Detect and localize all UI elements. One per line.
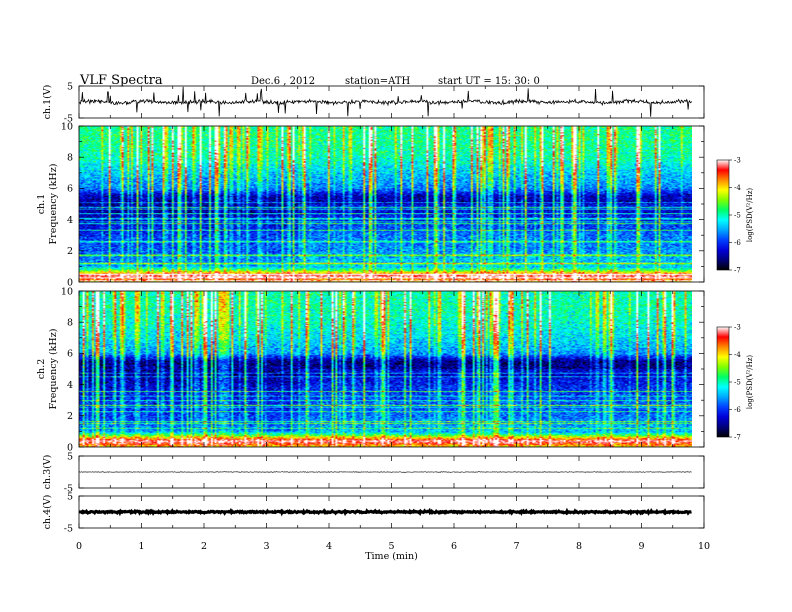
colorbar-2 — [716, 326, 730, 438]
ch3-waveform-trace — [78, 471, 692, 473]
panel-1-ylabel: ch.1(V) — [42, 85, 53, 120]
colorbar-2-tick-label: -5 — [734, 379, 741, 387]
panel-2-ytick-label: 10 — [61, 121, 73, 132]
panel-2-ytick-label: 6 — [67, 184, 73, 195]
panel-3-ytick-label: 8 — [67, 318, 73, 329]
start-ut-label: start UT = 15: 30: 0 — [438, 76, 540, 87]
ch1-waveform-trace — [78, 86, 692, 117]
spectrogram-1-image — [79, 126, 692, 282]
x-axis-label: Time (min) — [365, 551, 418, 562]
panel-1-ytick-label: 5 — [67, 81, 73, 92]
panel-1-ytick-label: -5 — [64, 113, 73, 124]
panel-2-ytick-label: 4 — [67, 215, 73, 226]
panel-5-ylabel: ch.4(V) — [42, 495, 53, 530]
colorbar-2-tick-label: -7 — [734, 434, 741, 442]
colorbar-1-label: log(PSD(V²/Hz) — [746, 188, 754, 243]
x-tick-label: 6 — [451, 541, 457, 552]
x-tick-label: 2 — [201, 541, 207, 552]
panel-3-ytick-label: 10 — [61, 286, 73, 297]
colorbar-1-tick-label: -7 — [734, 267, 741, 275]
panel-3-ytick-label: 6 — [67, 349, 73, 360]
colorbar-2-tick-label: -6 — [734, 406, 741, 414]
x-tick-label: 4 — [326, 541, 332, 552]
panel-5-ytick-label: 5 — [67, 491, 73, 502]
station-label: station=ATH — [345, 76, 411, 87]
figure-title: VLF Spectra — [80, 73, 163, 88]
panel-3-ylabel: Frequency (kHz) — [48, 329, 59, 410]
panel-5-ytick-label: -5 — [64, 523, 73, 534]
ch4-waveform-trace — [78, 507, 692, 517]
panel-3-ytick-label: 0 — [67, 442, 73, 453]
x-tick-label: 5 — [388, 541, 394, 552]
panel-2-ylabel: Frequency (kHz) — [48, 164, 59, 245]
x-tick-label: 7 — [513, 541, 519, 552]
x-tick-label: 0 — [76, 541, 82, 552]
panel-3-ylabel: ch.2 — [36, 359, 47, 380]
colorbar-1-tick-label: -4 — [734, 184, 741, 192]
panel-3-ytick-label: 2 — [67, 411, 73, 422]
panel-4-ytick-label: -5 — [64, 483, 73, 494]
panel-3-ytick-label: 4 — [67, 380, 73, 391]
x-tick-label: 9 — [638, 541, 644, 552]
panel-2-ytick-label: 8 — [67, 153, 73, 164]
panel-2-ylabel: ch.1 — [36, 194, 47, 215]
panel-2-ytick-label: 2 — [67, 246, 73, 257]
x-tick-label: 3 — [263, 541, 269, 552]
x-tick-label: 10 — [698, 541, 710, 552]
colorbar-1-tick-label: -3 — [734, 157, 741, 165]
colorbar-2-label: log(PSD(V²/Hz) — [746, 355, 754, 410]
colorbar-2-tick-label: -3 — [734, 324, 741, 332]
colorbar-1 — [716, 159, 730, 271]
x-tick-label: 8 — [576, 541, 582, 552]
spectrogram-2-image — [79, 291, 692, 447]
colorbar-1-tick-label: -6 — [734, 239, 741, 247]
panel-4-ylabel: ch.3(V) — [42, 455, 53, 490]
panel-2-ytick-label: 0 — [67, 277, 73, 288]
date-label: Dec.6 , 2012 — [251, 76, 316, 87]
colorbar-2-tick-label: -4 — [734, 351, 741, 359]
panel-4-ytick-label: 5 — [67, 451, 73, 462]
x-tick-label: 1 — [138, 541, 144, 552]
colorbar-1-tick-label: -5 — [734, 212, 741, 220]
